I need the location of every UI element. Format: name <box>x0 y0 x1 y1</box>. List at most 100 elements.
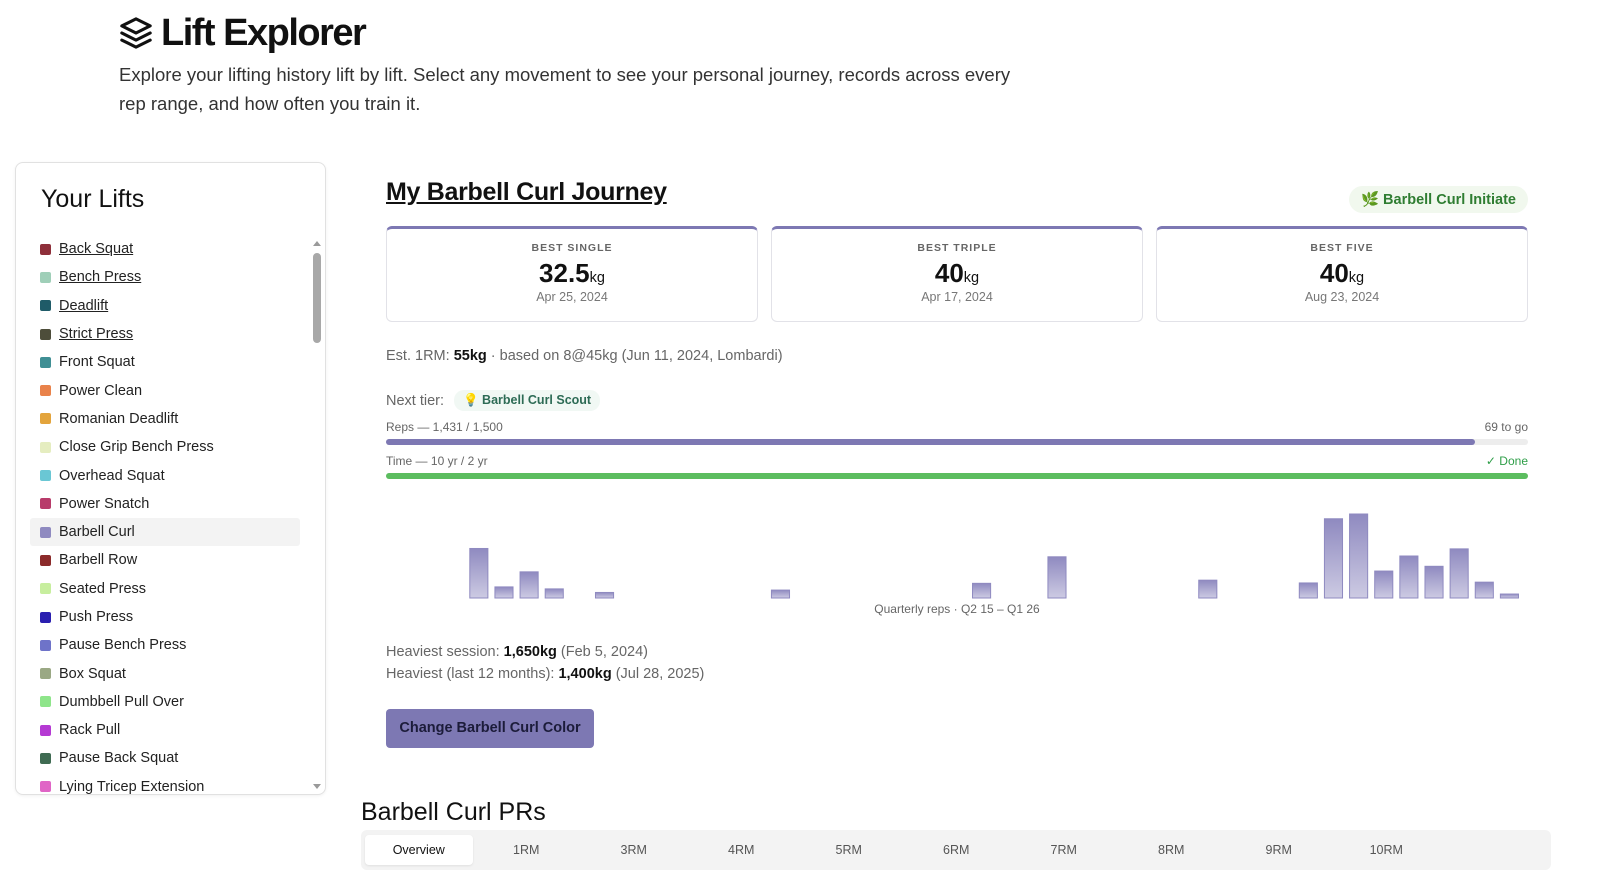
stat-value: 32.5kg <box>387 258 757 289</box>
tab-3rm[interactable]: 3RM <box>620 843 647 857</box>
estimated-1rm: Est. 1RM: 55kg · based on 8@45kg (Jun 11… <box>386 348 783 364</box>
stat-number: 32.5 <box>539 258 590 288</box>
chart-bar-q3-21 <box>1047 556 1067 599</box>
lift-item-power-snatch[interactable]: Power Snatch <box>30 490 300 518</box>
scroll-down-arrow-icon[interactable] <box>313 784 321 789</box>
tier-badge: 🌿 Barbell Curl Initiate <box>1348 186 1528 213</box>
prs-title: Barbell Curl PRs <box>361 798 546 826</box>
lift-color-swatch <box>40 413 51 425</box>
tab-6rm[interactable]: 6RM <box>943 843 970 857</box>
heaviest-last-12-months: Heaviest (last 12 months): 1,400kg (Jul … <box>386 666 704 682</box>
lift-color-swatch <box>40 356 51 368</box>
stat-date: Apr 17, 2024 <box>921 290 993 304</box>
lift-item-pause-back-squat[interactable]: Pause Back Squat <box>30 744 300 772</box>
lift-color-swatch <box>40 385 51 397</box>
change-color-button[interactable]: Change Barbell Curl Color <box>386 709 594 748</box>
est-value: 55kg <box>453 348 487 364</box>
lift-item-label: Bench Press <box>59 269 142 286</box>
chart-bar-q4-15 <box>469 547 489 599</box>
tab-overview[interactable]: Overview <box>365 835 473 865</box>
lift-item-romanian-deadlift[interactable]: Romanian Deadlift <box>30 405 300 433</box>
progress-label: Time — 10 yr / 2 yr <box>386 454 488 468</box>
lift-item-lying-tricep-extension[interactable]: Lying Tricep Extension <box>30 773 300 795</box>
lift-item-deadlift[interactable]: Deadlift <box>30 292 300 320</box>
heaviest12-label: Heaviest (last 12 months): <box>386 666 555 682</box>
stat-label: BEST TRIPLE <box>917 242 997 254</box>
stat-unit: kg <box>1348 270 1365 286</box>
lift-item-dumbbell-pull-over[interactable]: Dumbbell Pull Over <box>30 688 300 716</box>
journey-title[interactable]: My Barbell Curl Journey <box>386 178 667 206</box>
progress-status: ✓ Done <box>1485 454 1528 468</box>
lift-color-swatch <box>40 300 51 312</box>
lift-item-label: Power Clean <box>59 382 143 399</box>
stat-card-best-five: BEST FIVE 40kg Aug 23, 2024 <box>1156 226 1528 322</box>
progress-fill <box>386 473 1528 479</box>
lift-item-close-grip-bench-press[interactable]: Close Grip Bench Press <box>30 433 300 461</box>
lift-item-barbell-row[interactable]: Barbell Row <box>30 546 300 574</box>
lift-item-label: Power Snatch <box>59 495 150 512</box>
chart-bar-q1-17 <box>594 591 615 599</box>
tab-9rm[interactable]: 9RM <box>1265 843 1292 857</box>
lift-item-box-squat[interactable]: Box Squat <box>30 659 300 687</box>
scroll-up-arrow-icon[interactable] <box>313 241 321 246</box>
lift-item-label: Rack Pull <box>59 722 121 739</box>
chart-bar-q2-16 <box>519 571 539 599</box>
lift-color-swatch <box>40 526 51 538</box>
chart-bar-q4-25 <box>1474 581 1494 599</box>
lift-color-swatch <box>40 554 51 566</box>
chart-bar-q1-16 <box>494 586 514 599</box>
lift-color-swatch <box>40 583 51 595</box>
lift-item-back-squat[interactable]: Back Squat <box>30 235 300 263</box>
next-tier: Next tier: 💡 Barbell Curl Scout <box>386 390 601 411</box>
lift-item-push-press[interactable]: Push Press <box>30 603 300 631</box>
sidebar-title: Your Lifts <box>41 185 145 213</box>
chart-bar-q3-16 <box>544 588 564 599</box>
progress-labels: Reps — 1,431 / 1,500 69 to go <box>386 420 1528 434</box>
tab-10rm[interactable]: 10RM <box>1369 843 1403 857</box>
next-tier-label: Next tier: <box>386 392 445 409</box>
lift-journey-panel: My Barbell Curl Journey 🌿 Barbell Curl I… <box>386 178 1528 748</box>
sidebar-scrollbar[interactable] <box>312 239 324 794</box>
lift-item-pause-bench-press[interactable]: Pause Bench Press <box>30 631 300 659</box>
progress-status: 69 to go <box>1484 420 1528 434</box>
lift-item-label: Pause Bench Press <box>59 637 187 654</box>
progress-track <box>386 439 1528 445</box>
progress-label: Reps — 1,431 / 1,500 <box>386 420 503 434</box>
lift-item-seated-press[interactable]: Seated Press <box>30 575 300 603</box>
lift-item-label: Back Squat <box>59 241 134 258</box>
heaviest12-date: (Jul 28, 2025) <box>615 666 705 682</box>
lift-color-swatch <box>40 781 51 793</box>
lift-item-rack-pull[interactable]: Rack Pull <box>30 716 300 744</box>
lift-item-overhead-squat[interactable]: Overhead Squat <box>30 461 300 489</box>
brand: Lift Explorer <box>119 12 1019 54</box>
heaviest-value: 1,650kg <box>503 644 557 660</box>
lift-item-barbell-curl[interactable]: Barbell Curl <box>30 517 300 547</box>
lift-item-label: Lying Tricep Extension <box>59 778 205 795</box>
tab-8rm[interactable]: 8RM <box>1158 843 1185 857</box>
stat-label: BEST SINGLE <box>531 242 613 254</box>
app-title: Lift Explorer <box>161 11 367 54</box>
lift-item-front-squat[interactable]: Front Squat <box>30 348 300 376</box>
tab-5rm[interactable]: 5RM <box>835 843 862 857</box>
scroll-thumb[interactable] <box>313 253 321 343</box>
lift-color-swatch <box>40 498 51 510</box>
lift-color-swatch <box>40 611 51 623</box>
chart-bar-q1-26 <box>1499 593 1519 599</box>
lift-color-swatch <box>40 441 51 453</box>
heaviest-label: Heaviest session: <box>386 644 500 660</box>
heaviest-session: Heaviest session: 1,650kg (Feb 5, 2024) <box>386 644 648 660</box>
lift-item-power-clean[interactable]: Power Clean <box>30 376 300 404</box>
lift-item-bench-press[interactable]: Bench Press <box>30 263 300 291</box>
chart-svg <box>469 513 1519 599</box>
chart-bar-q1-25 <box>1399 555 1419 599</box>
lift-color-swatch <box>40 696 51 708</box>
tab-1rm[interactable]: 1RM <box>513 843 540 857</box>
tab-7rm[interactable]: 7RM <box>1050 843 1077 857</box>
stat-number: 40 <box>934 258 964 288</box>
lift-item-label: Close Grip Bench Press <box>59 439 214 456</box>
tab-4rm[interactable]: 4RM <box>728 843 755 857</box>
lift-item-strict-press[interactable]: Strict Press <box>30 320 300 348</box>
lift-color-swatch <box>40 752 51 764</box>
chart-bar-q1-23 <box>1198 579 1218 599</box>
chart-bar-q2-25 <box>1424 565 1444 599</box>
